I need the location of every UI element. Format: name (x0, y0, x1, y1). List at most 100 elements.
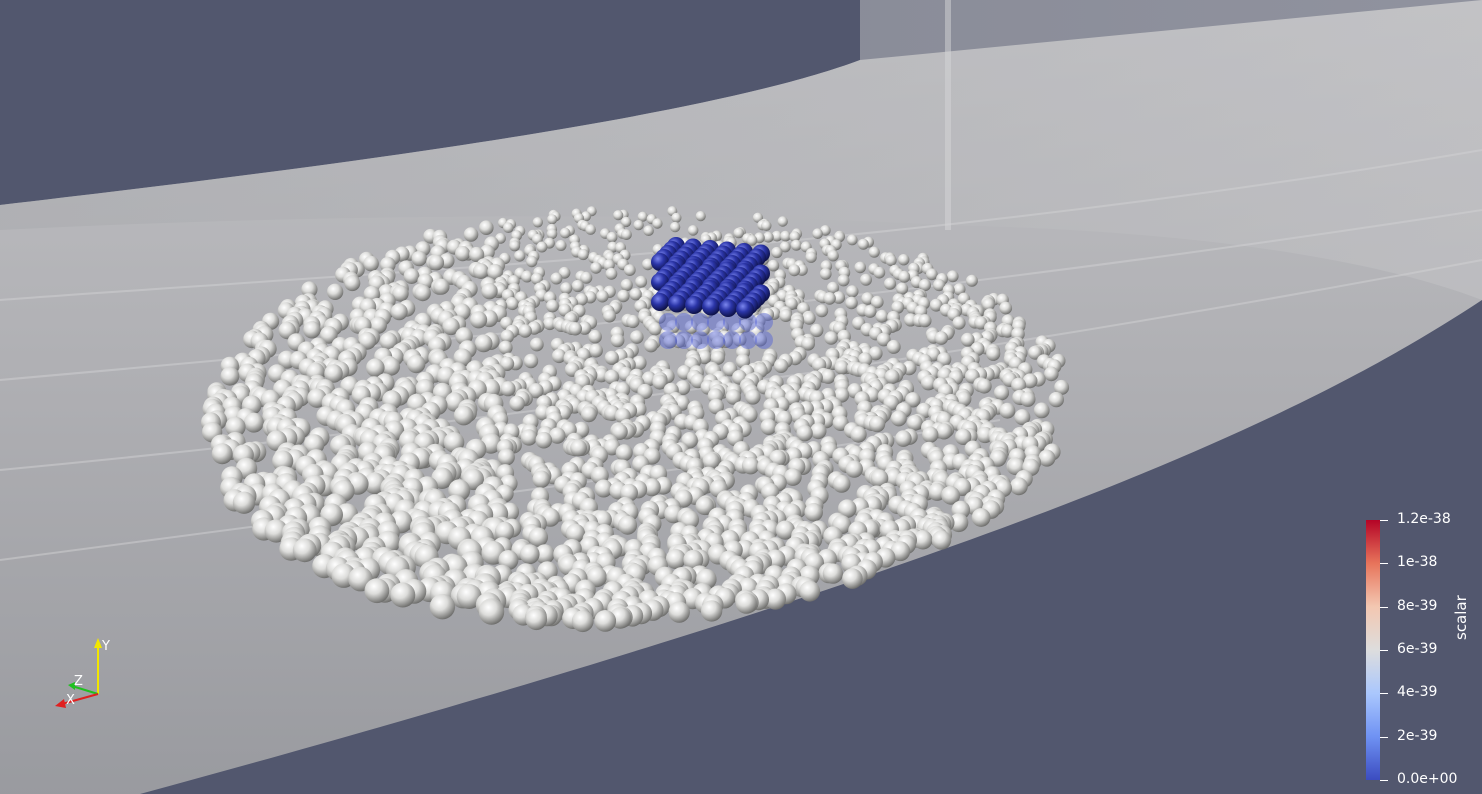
cluster-sphere (736, 300, 754, 319)
colorbar-tick (1380, 650, 1388, 651)
particle-sphere (801, 336, 815, 351)
particle-sphere (590, 262, 602, 274)
particle-sphere (487, 264, 503, 280)
particle-sphere (789, 231, 801, 243)
particle-sphere (577, 248, 589, 261)
particle-sphere (922, 426, 939, 443)
particle-sphere (1000, 324, 1015, 338)
particle-sphere (381, 357, 401, 376)
particle-sphere (392, 285, 409, 302)
particle-sphere (474, 334, 493, 353)
particle-sphere (965, 274, 978, 287)
colorbar-tick (1380, 736, 1388, 738)
particle-sphere (523, 353, 539, 369)
particle-sphere (555, 240, 567, 251)
particle-bed (200, 206, 1070, 633)
particle-sphere (411, 250, 427, 267)
particle-sphere (711, 335, 726, 350)
particle-sphere (842, 568, 863, 589)
particle-sphere (1038, 449, 1056, 467)
particle-sphere (780, 230, 791, 242)
particle-sphere (559, 227, 571, 239)
particle-sphere (896, 282, 909, 295)
particle-sphere (456, 584, 482, 609)
reflection-sphere (739, 331, 757, 349)
particle-sphere (433, 278, 450, 295)
particle-sphere (232, 491, 256, 514)
particle-sphere (775, 520, 795, 540)
particle-sphere (604, 350, 619, 365)
particle-sphere (845, 460, 863, 478)
particle-sphere (629, 288, 642, 301)
particle-sphere (526, 255, 538, 268)
particle-sphere (669, 221, 681, 233)
particle-sphere (620, 216, 632, 228)
particle-sphere (498, 340, 513, 355)
particle-sphere (868, 246, 880, 258)
particle-sphere (891, 300, 905, 314)
particle-sphere (952, 316, 966, 330)
colorbar-tick (1380, 606, 1388, 608)
colorbar-tick-label: 8e-39 (1397, 597, 1438, 614)
particle-sphere (469, 246, 485, 263)
particle-sphere (594, 479, 613, 498)
particle-sphere (326, 283, 344, 300)
particle-sphere (918, 279, 932, 292)
particle-sphere (960, 332, 975, 347)
particle-sphere (603, 309, 616, 323)
channel-pane (945, 0, 951, 230)
particle-sphere (982, 298, 995, 311)
particle-sphere (596, 290, 609, 303)
particle-sphere (644, 338, 658, 353)
particle-sphere (934, 331, 949, 345)
particle-sphere (868, 346, 883, 361)
cluster-sphere (651, 293, 669, 311)
particle-sphere (453, 348, 472, 367)
particle-sphere (473, 263, 489, 279)
colorbar-gradient (1366, 520, 1380, 780)
particle-sphere (613, 210, 624, 221)
particle-sphere (530, 272, 543, 285)
orientation-axes-widget: Y Z X (55, 638, 110, 708)
particle-sphere (941, 486, 961, 505)
particle-sphere (949, 513, 969, 533)
cluster-sphere (702, 297, 720, 316)
reflection-sphere (707, 313, 725, 331)
z-axis-line (71, 685, 99, 695)
reflection-sphere (675, 313, 693, 331)
particle-sphere (773, 358, 789, 373)
particle-sphere (643, 225, 654, 236)
particle-sphere (632, 355, 647, 371)
colorbar-tick-label: 4e-39 (1397, 684, 1438, 701)
particle-sphere (479, 220, 494, 235)
particle-sphere (824, 331, 838, 345)
particle-sphere (620, 278, 633, 292)
particle-sphere (581, 406, 597, 423)
particle-sphere (683, 549, 704, 570)
particle-sphere (606, 231, 618, 243)
particle-sphere (1014, 409, 1031, 426)
particle-sphere (630, 330, 644, 344)
particle-sphere (931, 530, 952, 550)
particle-sphere (580, 271, 593, 284)
particle-sphere (497, 448, 515, 466)
z-axis-arrow (68, 682, 75, 690)
particle-sphere (671, 212, 682, 223)
particle-sphere (518, 324, 532, 338)
particle-sphere (364, 578, 390, 604)
particle-sphere (702, 452, 720, 470)
particle-sphere (875, 309, 889, 323)
y-axis-arrow (94, 638, 102, 648)
reflection-sphere (675, 331, 693, 349)
particle-sphere (832, 291, 846, 304)
particle-sphere (999, 301, 1013, 315)
particle-sphere (869, 416, 886, 433)
particle-sphere (687, 225, 699, 236)
particle-sphere (220, 366, 240, 386)
particle-sphere (976, 378, 992, 394)
particle-sphere (999, 402, 1016, 419)
particle-sphere (442, 317, 460, 336)
scalar-colorbar (1366, 520, 1380, 780)
